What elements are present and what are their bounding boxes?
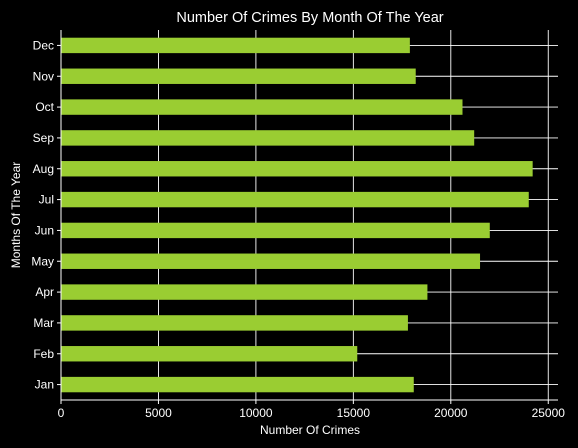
y-tick-label: Oct <box>35 100 54 114</box>
y-tick-label: Sep <box>33 131 55 145</box>
bar-apr <box>61 284 428 300</box>
y-tick-label: Jan <box>35 378 54 392</box>
bar-nov <box>61 68 416 84</box>
chart-title: Number Of Crimes By Month Of The Year <box>176 10 443 26</box>
y-tick-label: Apr <box>35 285 54 299</box>
bar-aug <box>61 161 533 177</box>
bar-mar <box>61 315 408 331</box>
y-tick-label: Jun <box>35 223 54 237</box>
x-tick-label: 15000 <box>337 406 371 420</box>
bar-jul <box>61 191 529 208</box>
y-tick-label: Nov <box>33 69 54 83</box>
x-tick-label: 10000 <box>239 406 273 420</box>
x-axis-label: Number Of Crimes <box>260 423 360 437</box>
x-tick-label: 5000 <box>145 406 172 420</box>
bar-oct <box>61 99 463 115</box>
axes <box>60 30 558 401</box>
bar-jan <box>61 376 414 393</box>
y-tick-label: Jul <box>39 193 54 207</box>
bar-dec <box>61 37 410 54</box>
bar-may <box>61 253 481 269</box>
y-tick-label: Dec <box>33 38 54 52</box>
y-axis-label: Months Of The Year <box>9 162 23 269</box>
x-tick-label: 0 <box>58 406 65 420</box>
y-tick-label: Feb <box>33 347 54 361</box>
x-tick-label: 20000 <box>434 406 468 420</box>
y-tick-label: Mar <box>33 316 54 330</box>
ticks: Jan Feb Mar Apr May Jun Jul Aug Sep Oct Nov Dec 0 500… <box>31 38 565 420</box>
x-tick-label: 25000 <box>532 406 566 420</box>
bar-sep <box>61 130 475 146</box>
y-tick-label: Aug <box>33 162 54 176</box>
bar-feb <box>61 346 358 362</box>
bars <box>61 37 533 393</box>
y-tick-label: May <box>31 254 54 268</box>
bar-jun <box>61 222 490 239</box>
